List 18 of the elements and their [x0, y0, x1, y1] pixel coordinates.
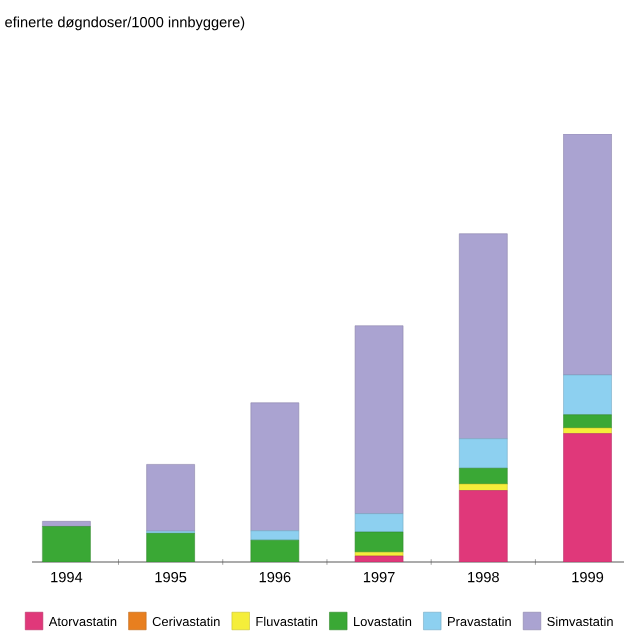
bar [146, 464, 195, 532]
bar [563, 433, 612, 562]
bar [250, 530, 300, 541]
bar [146, 533, 195, 562]
bar [354, 531, 404, 553]
bar [459, 233, 508, 440]
bar [459, 483, 508, 491]
bar [354, 325, 404, 514]
bar [459, 490, 508, 562]
bar [563, 133, 612, 376]
bar [250, 540, 299, 562]
bar [563, 427, 612, 434]
bar [459, 438, 508, 469]
bar [354, 555, 404, 562]
bar [354, 513, 404, 533]
bar [250, 402, 300, 532]
bar [563, 374, 612, 416]
bar [42, 526, 91, 562]
